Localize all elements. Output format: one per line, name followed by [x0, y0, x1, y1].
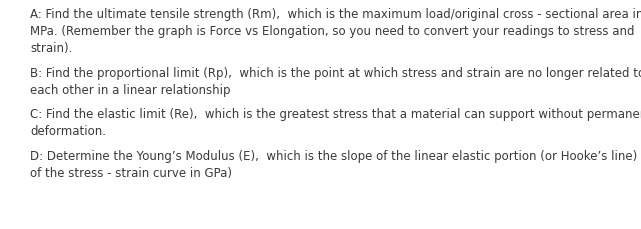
Text: D: Determine the Young’s Modulus (E),  which is the slope of the linear elastic : D: Determine the Young’s Modulus (E), wh… [30, 149, 637, 162]
Text: B: Find the proportional limit (Rp),  which is the point at which stress and str: B: Find the proportional limit (Rp), whi… [30, 66, 641, 79]
Text: of the stress - strain curve in GPa): of the stress - strain curve in GPa) [30, 166, 232, 179]
Text: strain).: strain). [30, 42, 72, 55]
Text: C: Find the elastic limit (Re),  which is the greatest stress that a material ca: C: Find the elastic limit (Re), which is… [30, 108, 641, 121]
Text: A: Find the ultimate tensile strength (Rm),  which is the maximum load/original : A: Find the ultimate tensile strength (R… [30, 8, 641, 21]
Text: each other in a linear relationship: each other in a linear relationship [30, 83, 231, 96]
Text: deformation.: deformation. [30, 125, 106, 138]
Text: MPa. (Remember the graph is Force vs Elongation, so you need to convert your rea: MPa. (Remember the graph is Force vs Elo… [30, 25, 635, 38]
